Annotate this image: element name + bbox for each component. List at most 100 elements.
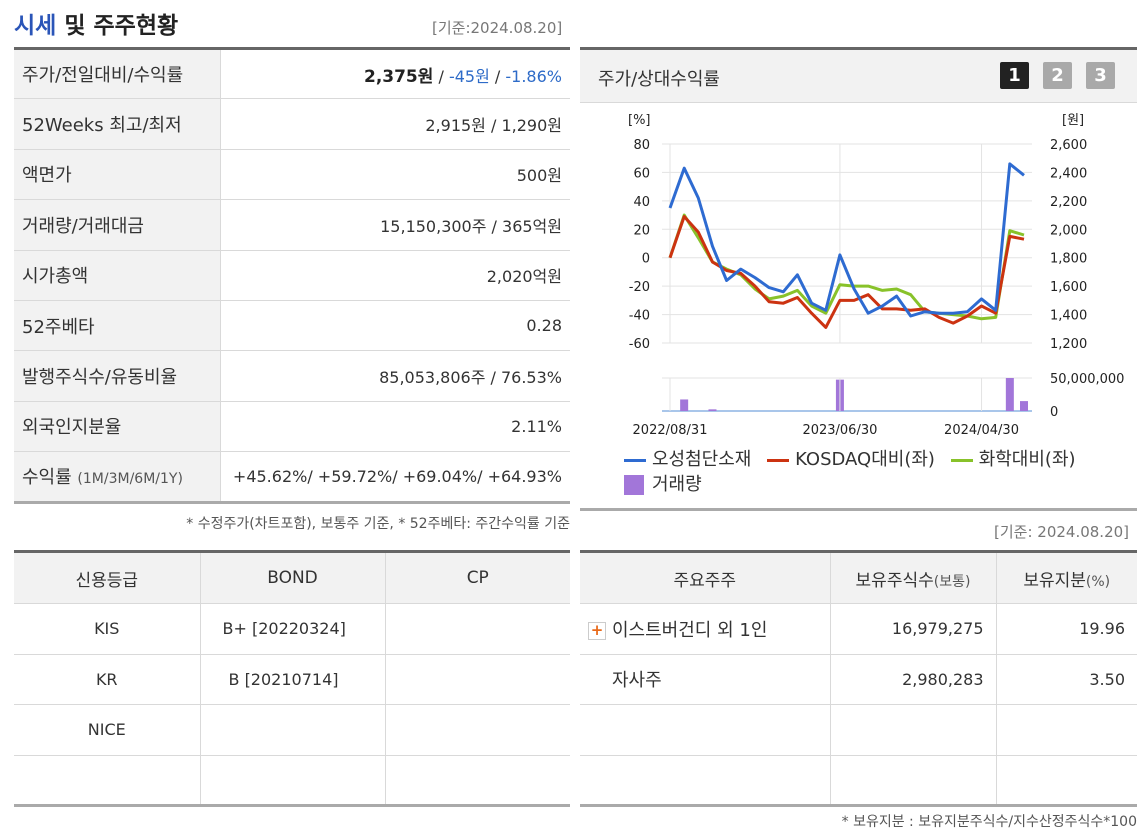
col-header-pct-label: 보유지분 <box>1023 570 1086 591</box>
row-value: 15,150,300주 / 365억원 <box>220 199 570 251</box>
right-tick-label: 2,200 <box>1050 195 1087 210</box>
col-header-shares-sub: (보통) <box>933 573 971 590</box>
returns-label: 수익률 <box>22 467 72 489</box>
left-tick-label: -60 <box>629 337 650 352</box>
shareholder-name-cell: 자사주 <box>580 654 831 705</box>
series-line-2 <box>668 215 1025 329</box>
shares-cell: 16,979,275 <box>830 603 997 655</box>
chart-page-1-button[interactable]: 1 <box>1000 62 1029 89</box>
series-line-1 <box>668 162 1025 318</box>
table-row: 52주베타 0.28 <box>14 300 570 352</box>
right-tick-label: 1,800 <box>1050 252 1087 267</box>
right-tick-label: 1,200 <box>1050 337 1087 352</box>
table-row: 52Weeks 최고/최저 2,915원 / 1,290원 <box>14 98 570 150</box>
price-table: 주가/전일대비/수익률 2,375원 / -45원 / -1.86% 52Wee… <box>14 47 570 504</box>
table-row: 자사주 2,980,283 3.50 <box>580 654 1137 705</box>
bond-cell: B [20210714] <box>200 654 386 705</box>
cp-cell <box>385 704 570 756</box>
legend-label-s3: 화학대비(좌) <box>978 449 1076 470</box>
col-header-shares-label: 보유주식수 <box>855 570 934 591</box>
shares-cell <box>830 755 997 807</box>
col-header: BOND <box>200 551 386 604</box>
legend-item-s3: 화학대비(좌) <box>950 449 1076 470</box>
col-header-pct: 보유지분(%) <box>996 551 1137 604</box>
legend-item-s1: 오성첨단소재 <box>624 449 751 470</box>
agency-cell: KIS <box>14 603 201 655</box>
left-tick-label: 20 <box>633 223 650 238</box>
row-value: 2.11% <box>220 401 570 453</box>
cp-cell <box>385 755 570 807</box>
col-header-pct-sub: (%) <box>1085 573 1111 590</box>
x-tick-label: 2023/06/30 <box>802 423 877 436</box>
credit-table: 신용등급 BOND CP KIS B+ [20220324] KR B [202… <box>14 550 570 807</box>
chart-page-3-button[interactable]: 3 <box>1086 62 1115 89</box>
shareholder-basedate: [기준: 2024.08.20] <box>994 523 1130 541</box>
price-value: 2,375원 / -45원 / -1.86% <box>220 48 570 100</box>
price-change-pct: -1.86% <box>505 66 562 86</box>
right-tick-label: 1,600 <box>1050 280 1087 295</box>
row-label: 52주베타 <box>14 300 221 352</box>
section-title: 시세 및 주주현황 <box>14 6 178 40</box>
left-axis-unit: [%] <box>628 113 651 128</box>
left-tick-label: 40 <box>633 195 650 210</box>
left-tick-label: 60 <box>633 166 650 181</box>
row-label: 거래량/거래대금 <box>14 199 221 251</box>
row-label: 외국인지분율 <box>14 401 221 453</box>
row-label: 52Weeks 최고/최저 <box>14 98 221 150</box>
row-value: 2,915원 / 1,290원 <box>220 98 570 150</box>
table-row: 외국인지분율 2.11% <box>14 401 570 453</box>
left-tick-label: -20 <box>629 280 650 295</box>
row-value: 0.28 <box>220 300 570 352</box>
agency-cell: NICE <box>14 704 201 756</box>
table-row: NICE <box>14 704 570 756</box>
legend-item-vol: 거래량 <box>624 470 702 496</box>
x-tick-label: 2022/08/31 <box>633 423 708 436</box>
right-tick-label: 2,600 <box>1050 138 1087 153</box>
row-label: 수익률 (1M/3M/6M/1Y) <box>14 451 221 504</box>
chart-panel-title: 주가/상대수익률 <box>598 69 720 90</box>
chart-panel: 주가/상대수익률 1 2 3 80 60 40 20 0 -20 -40 -60 2,600 2,… <box>580 47 1137 511</box>
left-tick-label: -40 <box>629 309 650 324</box>
cp-cell <box>385 603 570 655</box>
current-price: 2,375원 <box>363 66 434 87</box>
legend-swatch-s2 <box>767 458 790 462</box>
agency-cell: KR <box>14 654 201 705</box>
volume-bar <box>708 409 717 411</box>
vol-tick-label: 0 <box>1050 405 1058 420</box>
col-header-shares: 보유주식수(보통) <box>830 551 997 604</box>
table-row: 수익률 (1M/3M/6M/1Y) +45.62%/ +59.72%/ +69.… <box>14 451 570 504</box>
table-header: 주요주주 보유주식수(보통) 보유지분(%) <box>580 551 1137 604</box>
row-value: 500원 <box>220 149 570 201</box>
agency-cell <box>14 755 201 807</box>
pct-cell <box>996 755 1137 807</box>
left-tick-label: 80 <box>633 138 650 153</box>
table-row: KIS B+ [20220324] <box>14 603 570 655</box>
shareholder-table: 주요주주 보유주식수(보통) 보유지분(%) + 이스트버건디 외 1인 16,9… <box>580 550 1137 807</box>
volume-bar <box>680 399 689 411</box>
bond-cell: B+ [20220324] <box>200 603 386 655</box>
pct-cell: 19.96 <box>996 603 1137 655</box>
price-note: * 수정주가(차트포함), 보통주 기준, * 52주베타: 주간수익률 기준 <box>186 516 570 532</box>
right-tick-label: 2,400 <box>1050 166 1087 181</box>
table-row: + 이스트버건디 외 1인 16,979,275 19.96 <box>580 603 1137 655</box>
shares-cell: 2,980,283 <box>830 654 997 705</box>
shareholder-name: 이스트버건디 외 1인 <box>612 619 768 641</box>
table-row: 액면가 500원 <box>14 149 570 201</box>
row-value: 2,020억원 <box>220 250 570 301</box>
legend-swatch-s3 <box>950 458 973 462</box>
shareholder-name-cell <box>580 755 831 807</box>
shareholder-name-cell: + 이스트버건디 외 1인 <box>580 603 831 655</box>
col-header: CP <box>385 551 570 604</box>
row-value: 85,053,806주 / 76.53% <box>220 350 570 402</box>
vol-tick-label: 50,000,000 <box>1050 372 1124 387</box>
right-tick-label: 1,400 <box>1050 309 1087 324</box>
bond-cell <box>200 704 386 756</box>
table-row: 발행주식수/유동비율 85,053,806주 / 76.53% <box>14 350 570 402</box>
volume-bar <box>1020 401 1028 411</box>
col-header-name: 주요주주 <box>580 551 831 604</box>
x-tick-label: 2024/04/30 <box>944 423 1019 436</box>
chart-page-2-button[interactable]: 2 <box>1043 62 1072 89</box>
expand-plus-icon[interactable]: + <box>588 621 606 640</box>
table-row: 주가/전일대비/수익률 2,375원 / -45원 / -1.86% <box>14 48 570 100</box>
legend-label-s1: 오성첨단소재 <box>652 449 752 470</box>
